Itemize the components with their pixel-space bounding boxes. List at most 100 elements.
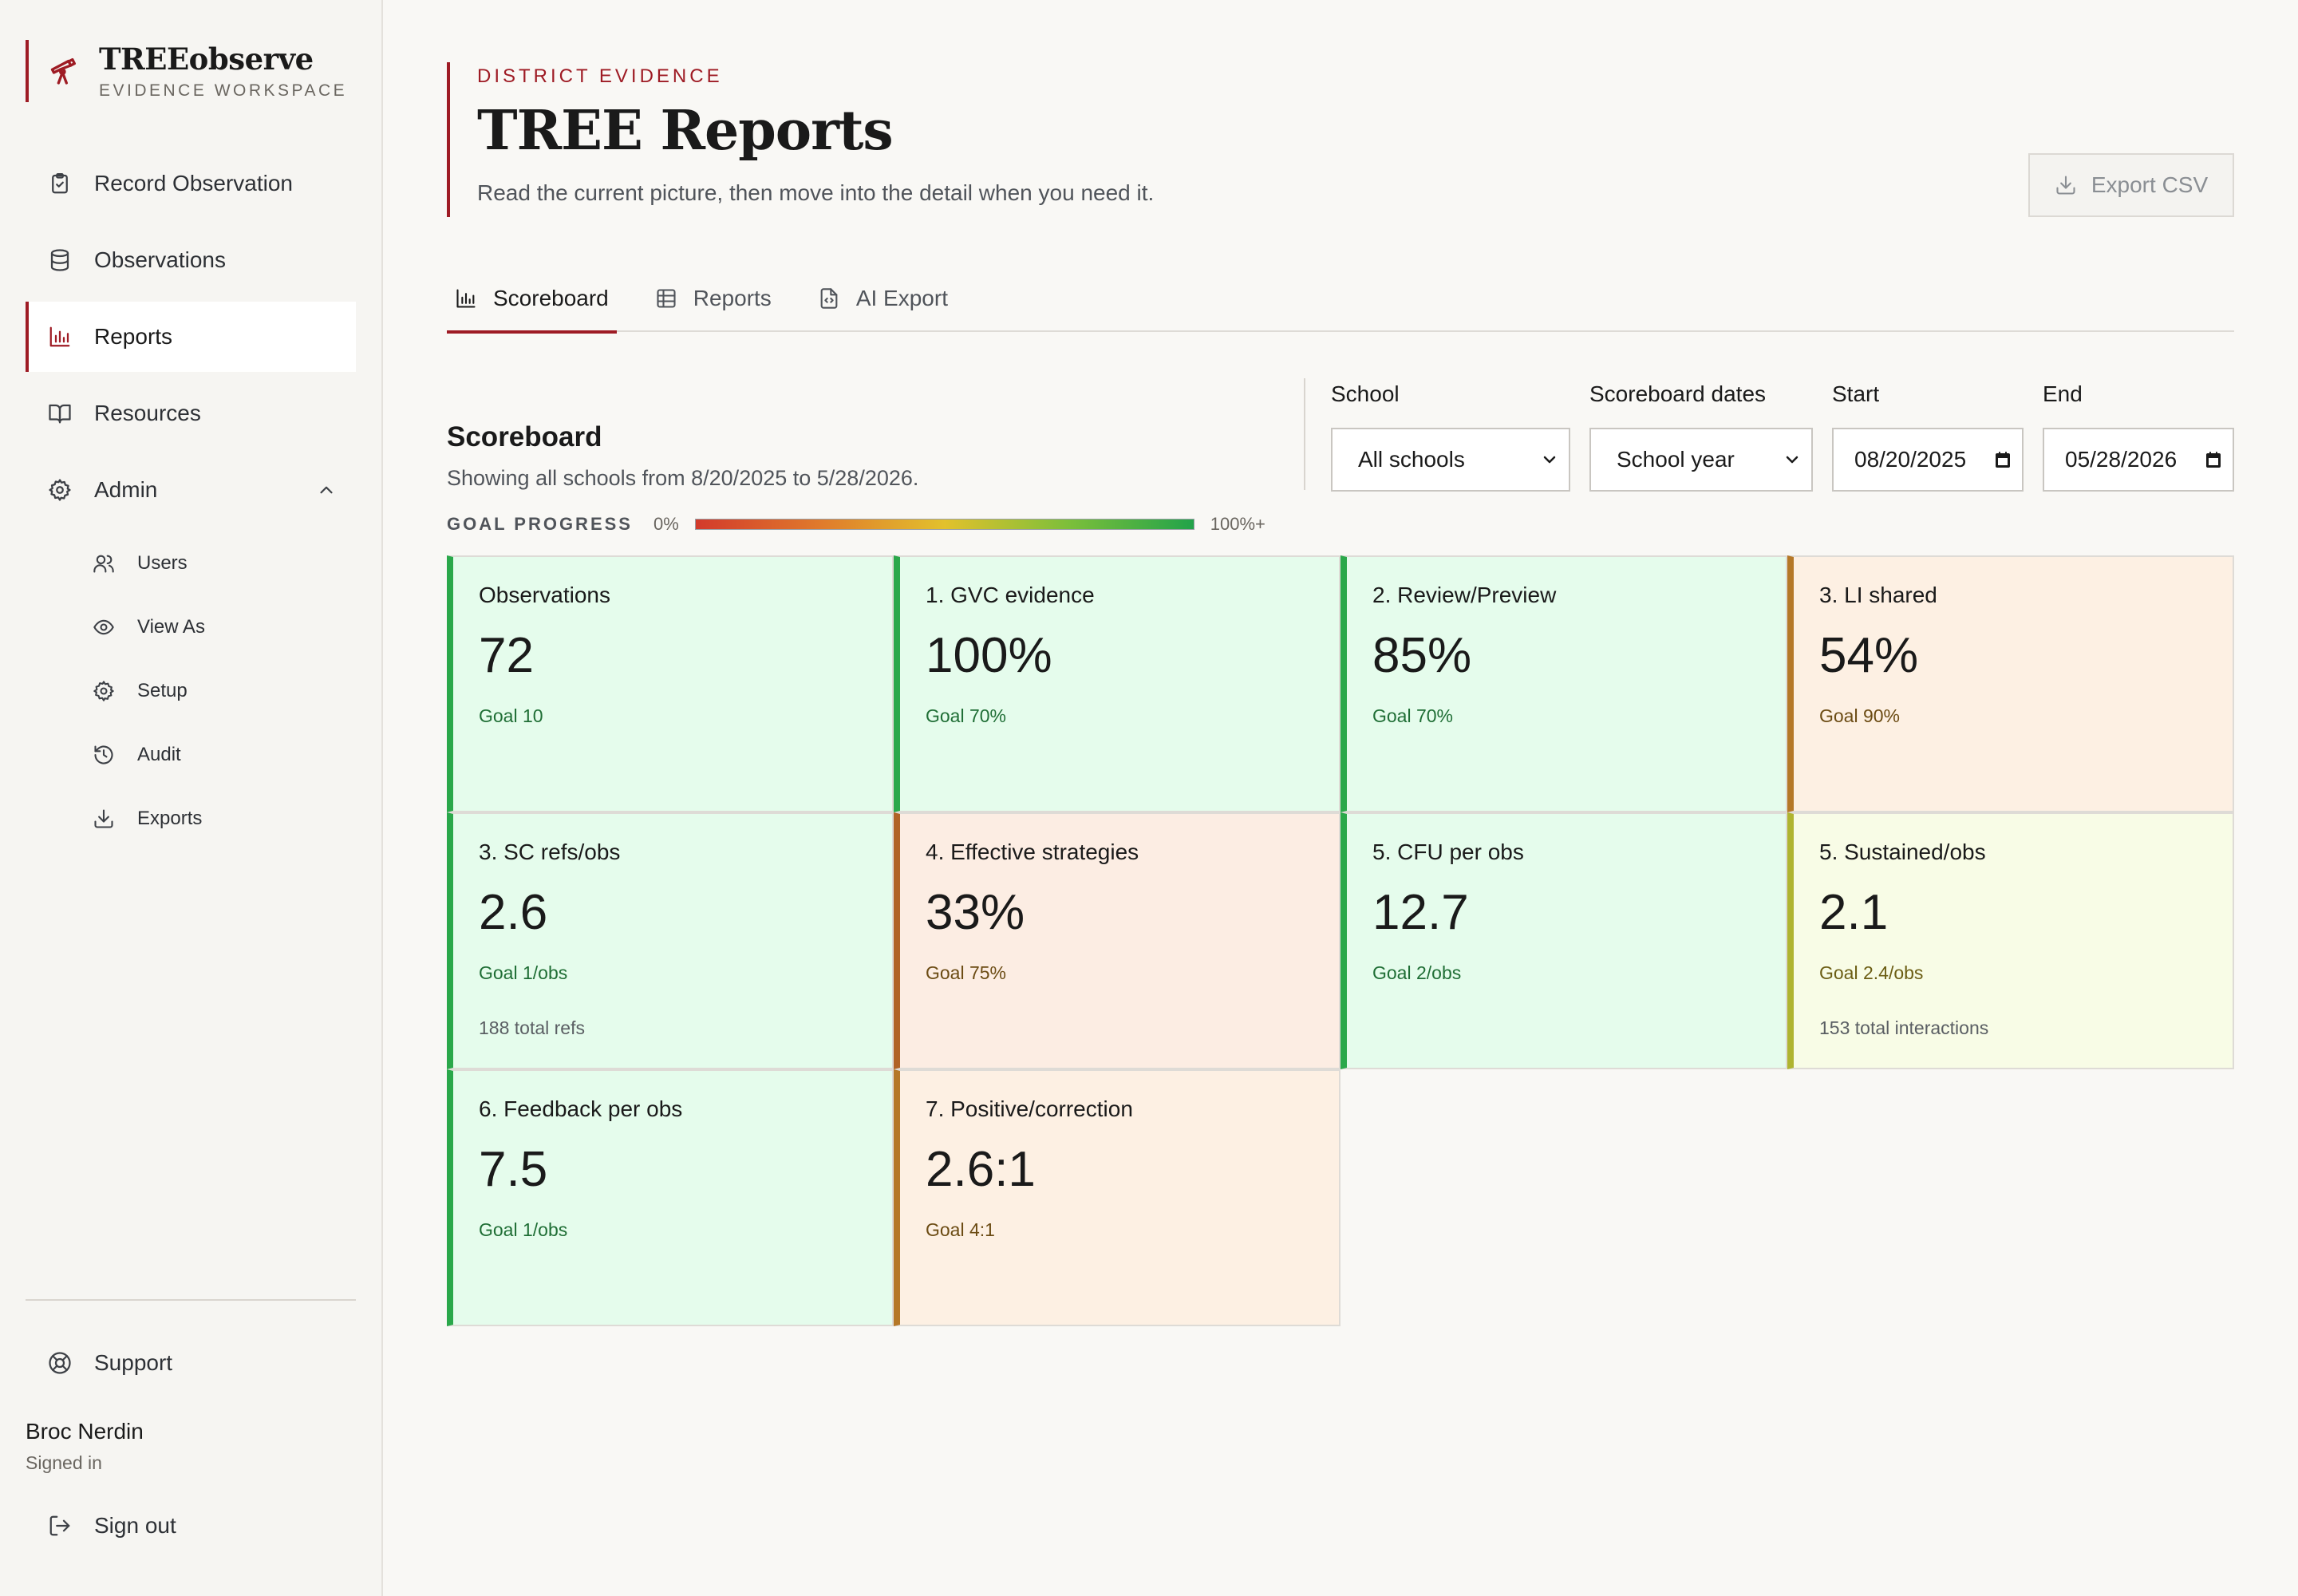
tab-reports[interactable]: Reports <box>647 265 780 332</box>
chevron-down-icon <box>1786 456 1799 464</box>
sidebar-subitem-audit[interactable]: Audit <box>26 723 356 787</box>
scoreboard-card[interactable]: 3. LI shared 54% Goal 90% <box>1787 555 2234 812</box>
page-description: Read the current picture, then move into… <box>477 180 1155 205</box>
scoreboard-title: Scoreboard <box>447 421 602 452</box>
start-date-filter: Start 08/20/2025 <box>1832 381 2024 492</box>
goal-progress-gradient <box>694 519 1194 530</box>
download-icon <box>2056 176 2075 195</box>
scoreboard-card[interactable]: 5. CFU per obs 12.7 Goal 2/obs <box>1340 812 1787 1069</box>
brand[interactable]: TREEobserve EVIDENCE WORKSPACE <box>26 40 347 102</box>
calendar-icon[interactable] <box>1993 450 2012 469</box>
card-title: Observations <box>479 583 610 607</box>
sidebar-subitem-setup[interactable]: Setup <box>26 659 356 723</box>
card-value: 7.5 <box>479 1142 548 1197</box>
card-value: 12.7 <box>1372 885 1469 940</box>
sidebar-item-support[interactable]: Support <box>26 1328 356 1398</box>
chevron-down-icon <box>1543 456 1556 464</box>
sidebar-item-observations[interactable]: Observations <box>26 225 356 295</box>
download-icon <box>94 809 113 828</box>
export-csv-label: Export CSV <box>2091 172 2209 197</box>
school-select-value: All schools <box>1358 447 1465 472</box>
lifebuoy-icon <box>49 1352 71 1374</box>
export-csv-button[interactable]: Export CSV <box>2028 153 2234 217</box>
scoreboard-card[interactable]: 5. Sustained/obs 2.1 Goal 2.4/obs 153 to… <box>1787 812 2234 1069</box>
filters-divider <box>1304 378 1305 490</box>
history-icon <box>94 745 113 764</box>
dates-filter-label: Scoreboard dates <box>1589 381 1767 406</box>
card-title: 4. Effective strategies <box>926 839 1139 864</box>
dates-filter: Scoreboard dates School year <box>1589 381 1813 492</box>
sidebar-nav: Record Observation Observations Reports … <box>26 148 356 851</box>
gear-icon <box>93 681 114 701</box>
dates-select-value: School year <box>1617 447 1735 472</box>
scoreboard-card[interactable]: 2. Review/Preview 85% Goal 70% <box>1340 555 1787 812</box>
sign-out-button[interactable]: Sign out <box>26 1491 356 1561</box>
tab-scoreboard[interactable]: Scoreboard <box>447 265 617 334</box>
goal-progress-label: GOAL PROGRESS <box>447 514 633 534</box>
start-date-label: Start <box>1832 381 1880 406</box>
calendar-icon[interactable] <box>2204 450 2223 469</box>
bar-chart-icon <box>49 326 70 347</box>
card-title: 5. CFU per obs <box>1372 839 1524 864</box>
tab-ai-export[interactable]: AI Export <box>810 265 956 332</box>
scoreboard-card[interactable]: 7. Positive/correction 2.6:1 Goal 4:1 <box>894 1069 1340 1326</box>
card-value: 85% <box>1372 628 1472 683</box>
start-date-input[interactable]: 08/20/2025 <box>1832 428 2024 492</box>
card-goal: Goal 90% <box>1819 705 1901 726</box>
log-out-icon <box>49 1515 70 1536</box>
user-status: Signed in <box>26 1452 102 1473</box>
end-date-label: End <box>2043 381 2083 406</box>
sidebar-item-record-observation[interactable]: Record Observation <box>26 148 356 219</box>
sidebar-subitem-users[interactable]: Users <box>26 531 356 595</box>
sidebar-subitem-label: View As <box>137 616 205 638</box>
card-value: 2.6 <box>479 885 548 940</box>
school-filter-label: School <box>1331 381 1400 406</box>
card-goal: Goal 1/obs <box>479 962 568 983</box>
sidebar-subitem-view-as[interactable]: View As <box>26 595 356 659</box>
school-select[interactable]: All schools <box>1331 428 1570 492</box>
card-goal: Goal 4:1 <box>926 1219 995 1240</box>
sidebar-subitem-exports[interactable]: Exports <box>26 787 356 851</box>
end-date-value: 05/28/2026 <box>2065 447 2178 472</box>
card-extra: 188 total refs <box>479 1017 585 1038</box>
sidebar-item-reports[interactable]: Reports <box>26 302 356 372</box>
sidebar-divider <box>26 1299 356 1301</box>
sidebar-item-admin[interactable]: Admin <box>26 455 356 525</box>
sidebar: TREEobserve EVIDENCE WORKSPACE Record Ob… <box>0 0 383 1596</box>
card-goal: Goal 1/obs <box>479 1219 568 1240</box>
scoreboard-card[interactable]: 1. GVC evidence 100% Goal 70% <box>894 555 1340 812</box>
dates-select[interactable]: School year <box>1589 428 1813 492</box>
chevron-up-icon[interactable] <box>316 480 337 500</box>
sidebar-item-label: Reports <box>94 324 173 349</box>
card-title: 2. Review/Preview <box>1372 583 1557 607</box>
brand-subtitle: EVIDENCE WORKSPACE <box>99 81 348 100</box>
card-value: 100% <box>926 628 1052 683</box>
card-goal: Goal 10 <box>479 705 543 726</box>
file-code-icon <box>820 288 838 309</box>
end-date-filter: End 05/28/2026 <box>2043 381 2234 492</box>
end-date-input[interactable]: 05/28/2026 <box>2043 428 2234 492</box>
card-title: 5. Sustained/obs <box>1819 839 1986 864</box>
card-goal: Goal 70% <box>926 705 1007 726</box>
card-value: 2.6:1 <box>926 1142 1036 1197</box>
support-link[interactable]: Support <box>26 1328 356 1404</box>
card-title: 7. Positive/correction <box>926 1096 1133 1121</box>
sidebar-item-label: Observations <box>94 247 226 272</box>
card-goal: Goal 2/obs <box>1372 962 1462 983</box>
scoreboard-card[interactable]: 4. Effective strategies 33% Goal 75% <box>894 812 1340 1069</box>
sidebar-item-resources[interactable]: Resources <box>26 378 356 448</box>
sidebar-item-label: Support <box>94 1350 173 1375</box>
card-value: 33% <box>926 885 1025 940</box>
signout-link[interactable]: Sign out <box>26 1491 356 1567</box>
card-title: 1. GVC evidence <box>926 583 1095 607</box>
sidebar-subitem-label: Audit <box>137 744 181 765</box>
scoreboard-subtitle: Showing all schools from 8/20/2025 to 5/… <box>447 466 919 490</box>
report-tabs: Scoreboard Reports AI Export <box>447 265 2234 334</box>
sidebar-subitem-label: Exports <box>137 808 203 829</box>
book-icon <box>49 404 71 424</box>
sidebar-item-label: Record Observation <box>94 171 294 196</box>
scoreboard-card[interactable]: Observations 72 Goal 10 <box>447 555 894 812</box>
scoreboard-card[interactable]: 3. SC refs/obs 2.6 Goal 1/obs 188 total … <box>447 812 894 1069</box>
scoreboard-card[interactable]: 6. Feedback per obs 7.5 Goal 1/obs <box>447 1069 894 1326</box>
page-title: TREE Reports <box>477 99 894 163</box>
